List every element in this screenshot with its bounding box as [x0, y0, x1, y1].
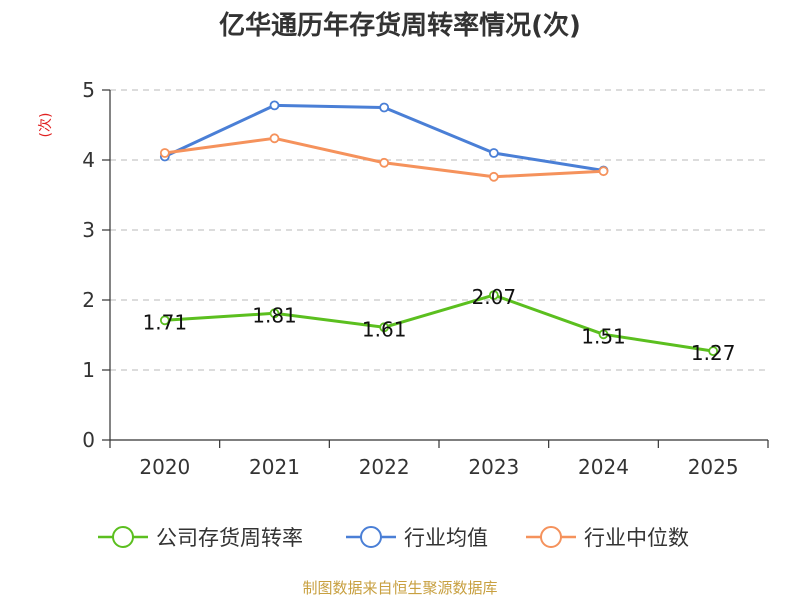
y-tick-label: 5	[82, 78, 95, 102]
legend-label: 行业中位数	[584, 526, 689, 550]
gridlines	[110, 89, 768, 371]
series-lines	[159, 100, 719, 357]
legend-item[interactable]: 行业中位数	[526, 526, 689, 550]
data-point	[379, 322, 390, 333]
data-label: 1.51	[581, 324, 626, 348]
data-point	[488, 171, 499, 182]
data-point	[708, 346, 719, 357]
x-tick-label: 2022	[359, 455, 410, 479]
legend-marker	[360, 526, 382, 548]
data-point	[159, 315, 170, 326]
x-tick-label: 2024	[578, 455, 629, 479]
data-point	[269, 133, 280, 144]
data-point	[379, 157, 390, 168]
legend-item[interactable]: 行业均值	[346, 526, 488, 550]
data-label: 1.81	[252, 303, 297, 327]
source-note: 制图数据来自恒生聚源数据库	[302, 579, 497, 597]
legend-marker	[112, 526, 134, 548]
data-label: 2.07	[472, 285, 517, 309]
axes: 0 1 2 3 4 5 2020 2021 2022 2023 2024 2025	[82, 78, 769, 479]
x-tick-label: 2023	[468, 455, 519, 479]
y-tick-label: 2	[82, 288, 95, 312]
chart-title: 亿华通历年存货周转率情况(次)	[219, 10, 581, 41]
legend-item[interactable]: 公司存货周转率	[98, 526, 303, 550]
data-point	[269, 308, 280, 319]
data-point	[379, 102, 390, 113]
data-point	[488, 290, 499, 301]
data-point	[269, 100, 280, 111]
x-tick-label: 2025	[688, 455, 739, 479]
data-label: 1.71	[143, 310, 188, 334]
data-label: 1.27	[691, 341, 736, 365]
x-tick-label: 2020	[139, 455, 190, 479]
series-line	[164, 293, 714, 353]
legend-label: 公司存货周转率	[156, 526, 303, 550]
legend-label: 行业均值	[404, 526, 488, 550]
data-point	[598, 329, 609, 340]
y-tick-label: 4	[82, 148, 95, 172]
data-point	[159, 148, 170, 158]
x-tick-label: 2021	[249, 455, 300, 479]
data-labels: 1.71 1.81 1.61 2.07 1.51 1.27	[143, 285, 736, 365]
series-line	[164, 136, 604, 179]
data-point	[488, 148, 499, 158]
y-tick-label: 3	[82, 218, 95, 242]
y-axis-unit-label: (次)	[38, 113, 54, 138]
legend-marker	[540, 526, 562, 548]
y-tick-label: 0	[82, 428, 95, 452]
data-label: 1.61	[362, 317, 407, 341]
legend[interactable]: 公司存货周转率 行业均值 行业中位数	[98, 526, 689, 550]
y-tick-label: 1	[82, 358, 95, 382]
data-point	[598, 166, 609, 177]
